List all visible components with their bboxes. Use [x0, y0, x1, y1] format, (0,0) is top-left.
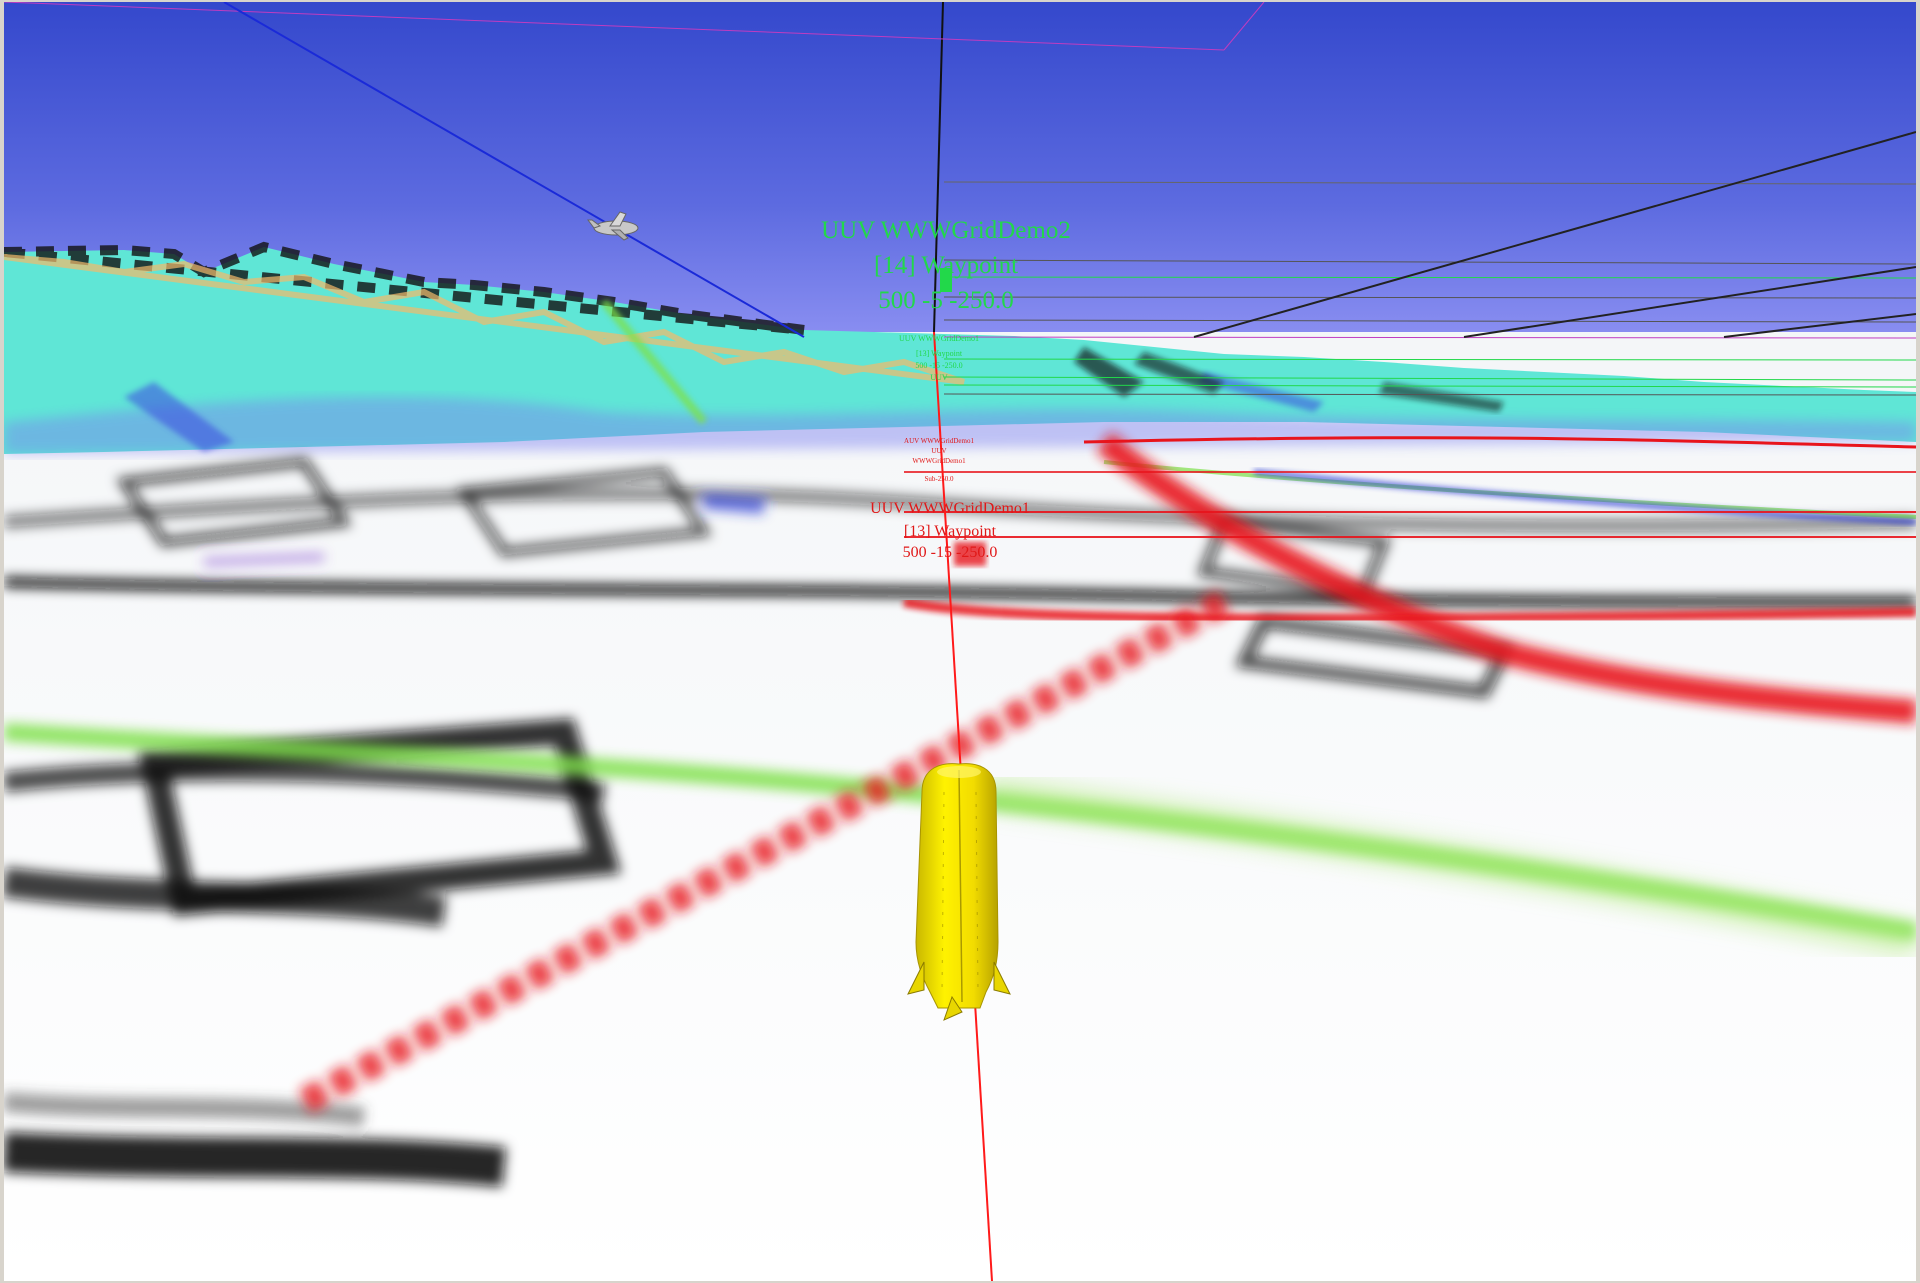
uuv1-name-label: UUV WWWGridDemo1	[870, 500, 1030, 517]
terrain-ridge	[4, 241, 1916, 454]
scene-canvas[interactable]	[4, 2, 1916, 1281]
uuv2-sub-line-4: UUV	[930, 373, 948, 382]
uuv1-sub-line-3: WWWGridDemo1	[912, 457, 966, 465]
uuv1-sub-line-1: AUV WWWGridDemo1	[904, 437, 974, 445]
aircraft-icon	[587, 211, 639, 241]
yellow-uuv-vehicle	[907, 763, 1011, 1021]
seafloor-chart-markings	[4, 457, 1916, 1187]
uuv1-sub-line-2: UUV	[931, 447, 947, 455]
uuv2-name-label: UUV WWWGridDemo2	[821, 217, 1071, 244]
uuv2-position-label: 500 -5 -250.0	[878, 287, 1014, 314]
uuv2-waypoint-label: [14] Waypoint	[873, 252, 1019, 279]
green-waypoint-marker	[940, 268, 952, 292]
uuv1-sub-line-4: Sub-250.0	[924, 475, 954, 483]
grid-lines	[4, 2, 1916, 396]
uuv1-waypoint-label: [13] Waypoint	[903, 523, 997, 540]
uuv1-position-label: 500 -15 -250.0	[902, 544, 998, 561]
blue-tracks	[1253, 469, 1916, 525]
3d-viewport[interactable]: UUV WWWGridDemo2 [14] Waypoint 500 -5 -2…	[4, 2, 1916, 1281]
red-waypoint-marker	[954, 542, 986, 566]
uuv2-sub-line-1: UUV WWWGridDemo1	[899, 334, 979, 343]
red-tracks	[297, 432, 1916, 1114]
uuv2-sub-line-2: [13] Waypoint	[915, 349, 963, 358]
uuv2-sub-line-3: 500 -15 -250.0	[915, 361, 963, 370]
